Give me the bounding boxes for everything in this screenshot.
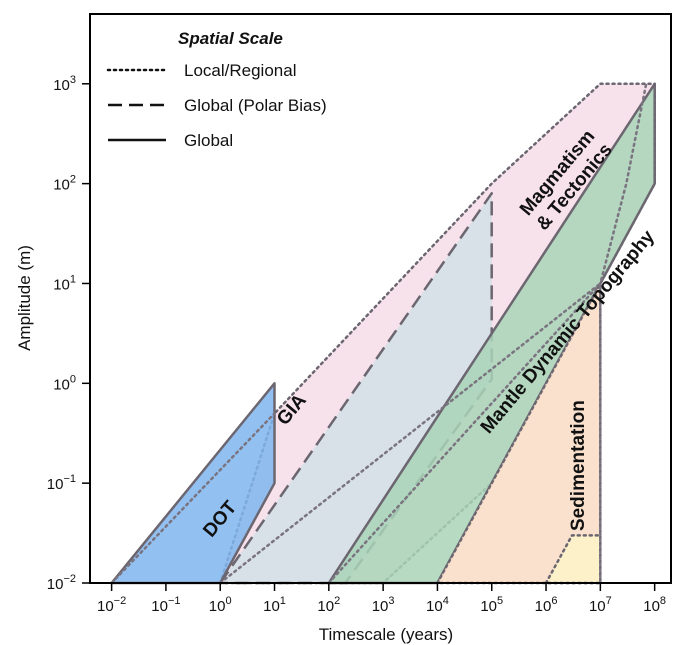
label-sedimentation: Sedimentation: [568, 400, 589, 531]
x-tick-label: 10−1: [151, 595, 180, 615]
y-tick-label: 10−2: [47, 573, 76, 593]
y-tick-label: 100: [53, 373, 76, 393]
x-tick-label: 101: [263, 595, 286, 615]
x-tick-label: 10−2: [97, 595, 126, 615]
legend-label: Global (Polar Bias): [184, 96, 327, 115]
y-tick-label: 10−1: [47, 473, 76, 493]
legend-label: Global: [184, 131, 233, 150]
y-axis-ticks: 10−2 10−1 100 101 102 103: [47, 74, 90, 593]
y-tick-label: 103: [53, 74, 76, 94]
x-tick-label: 107: [589, 595, 612, 615]
x-tick-label: 100: [209, 595, 232, 615]
y-tick-label: 102: [53, 174, 76, 194]
legend: Spatial Scale Local/Regional Global (Pola…: [106, 29, 327, 150]
x-tick-label: 105: [480, 595, 503, 615]
regions: [110, 82, 656, 585]
region-sedimentation-yellow: [544, 534, 602, 585]
extra-line-0: [110, 412, 276, 585]
plot-frame: [89, 13, 672, 584]
extra-line-2: [327, 82, 648, 585]
x-tick-label: 106: [535, 595, 558, 615]
extra-dotted-lines: [110, 82, 648, 585]
y-axis-label: Amplitude (m): [15, 245, 34, 351]
x-tick-label: 102: [317, 595, 340, 615]
x-tick-label: 108: [643, 595, 666, 615]
x-tick-label: 104: [426, 595, 449, 615]
legend-title: Spatial Scale: [178, 29, 283, 48]
extra-line-1: [218, 282, 602, 585]
x-axis-label: Timescale (years): [319, 625, 453, 644]
legend-label: Local/Regional: [184, 61, 296, 80]
y-tick-label: 101: [53, 273, 76, 293]
x-axis-ticks: 10−2 10−1 100 101 102 103 104 105 106 107 108: [97, 583, 666, 615]
x-tick-label: 103: [372, 595, 395, 615]
